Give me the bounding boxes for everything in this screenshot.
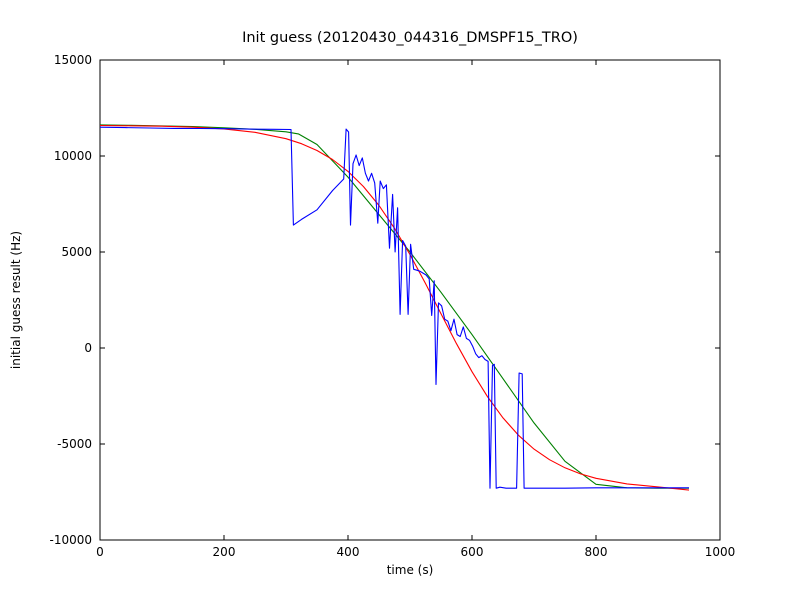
series-red-fit bbox=[99, 124, 690, 491]
x-axis-label: time (s) bbox=[386, 563, 434, 577]
y-axis-label: initial guess result (Hz) bbox=[9, 230, 23, 370]
axes-frame bbox=[99, 59, 721, 541]
x-tick-label: 1000 bbox=[705, 545, 736, 559]
x-tick-label: 800 bbox=[585, 545, 608, 559]
y-tick-label: 5000 bbox=[61, 245, 92, 259]
y-tick-label: 0 bbox=[84, 341, 92, 355]
y-tick-label: 15000 bbox=[54, 53, 92, 67]
y-tick-label: -10000 bbox=[49, 533, 92, 547]
x-tick-label: 0 bbox=[96, 545, 104, 559]
x-tick-label: 600 bbox=[461, 545, 484, 559]
x-tick-label: 400 bbox=[337, 545, 360, 559]
series-blue-raw bbox=[99, 126, 689, 489]
chart-title: Init guess (20120430_044316_DMSPF15_TRO) bbox=[242, 30, 578, 46]
y-tick-label: 10000 bbox=[54, 149, 92, 163]
y-tick-label: -5000 bbox=[57, 437, 92, 451]
x-tick-label: 200 bbox=[213, 545, 236, 559]
series-green-smoothed bbox=[99, 124, 689, 489]
